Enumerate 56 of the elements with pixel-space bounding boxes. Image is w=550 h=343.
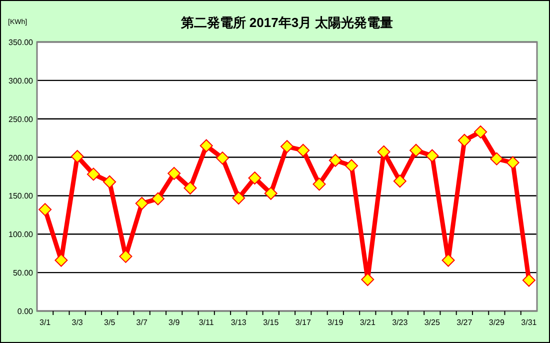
point [184, 182, 197, 195]
point [506, 156, 520, 170]
point [328, 154, 342, 167]
x-tick-label: 3/1 [40, 318, 52, 327]
point [135, 196, 148, 210]
x-tick-label: 3/27 [456, 318, 473, 327]
point [54, 254, 68, 267]
point [474, 125, 488, 138]
point [361, 272, 374, 286]
point [103, 175, 116, 188]
chart-title: 第二発電所 2017年3月 太陽光発電量 [180, 15, 394, 30]
point [377, 145, 390, 158]
x-tick-label: 3/15 [263, 318, 280, 327]
point [264, 186, 278, 200]
x-tick-label: 3/29 [488, 318, 506, 327]
x-tick-label: 3/23 [392, 318, 408, 327]
point [458, 134, 471, 147]
y-tick-label: 200.00 [8, 153, 34, 162]
x-tick-label: 3/5 [104, 318, 116, 327]
point [410, 144, 423, 157]
point [426, 149, 439, 162]
x-tick-label: 3/21 [360, 318, 376, 327]
y-tick-label: 150.00 [8, 192, 34, 201]
point [168, 166, 181, 180]
x-tick-label: 3/31 [521, 318, 538, 327]
point [312, 178, 326, 191]
y-tick-label: 100.00 [8, 230, 34, 240]
x-tick-label: 3/9 [168, 318, 180, 327]
point [232, 192, 246, 205]
point [38, 203, 52, 216]
y-tick-label: 50.00 [12, 268, 34, 278]
point [393, 174, 406, 188]
x-tick-label: 3/25 [424, 318, 440, 327]
point [442, 254, 455, 267]
point [70, 150, 84, 164]
x-tick-label: 3/7 [136, 318, 148, 327]
point [216, 152, 229, 165]
y-tick-label: 0.00 [17, 307, 34, 316]
y-tick-label: 350.00 [8, 38, 34, 47]
x-tick-label: 3/13 [230, 318, 247, 327]
point [151, 192, 164, 206]
x-tick-label: 3/3 [72, 318, 84, 327]
point [490, 152, 504, 166]
y-tick-label: 300.00 [8, 76, 34, 86]
point [200, 139, 213, 152]
point [345, 159, 358, 172]
point [296, 144, 310, 157]
x-tick-label: 3/11 [198, 318, 214, 327]
y-tick-label: 250.00 [8, 114, 34, 124]
point [522, 274, 536, 287]
point [119, 250, 132, 263]
point [86, 168, 100, 181]
x-tick-label: 3/17 [295, 318, 312, 327]
point [280, 140, 294, 154]
point [248, 172, 262, 185]
x-tick-label: 3/19 [328, 318, 344, 327]
